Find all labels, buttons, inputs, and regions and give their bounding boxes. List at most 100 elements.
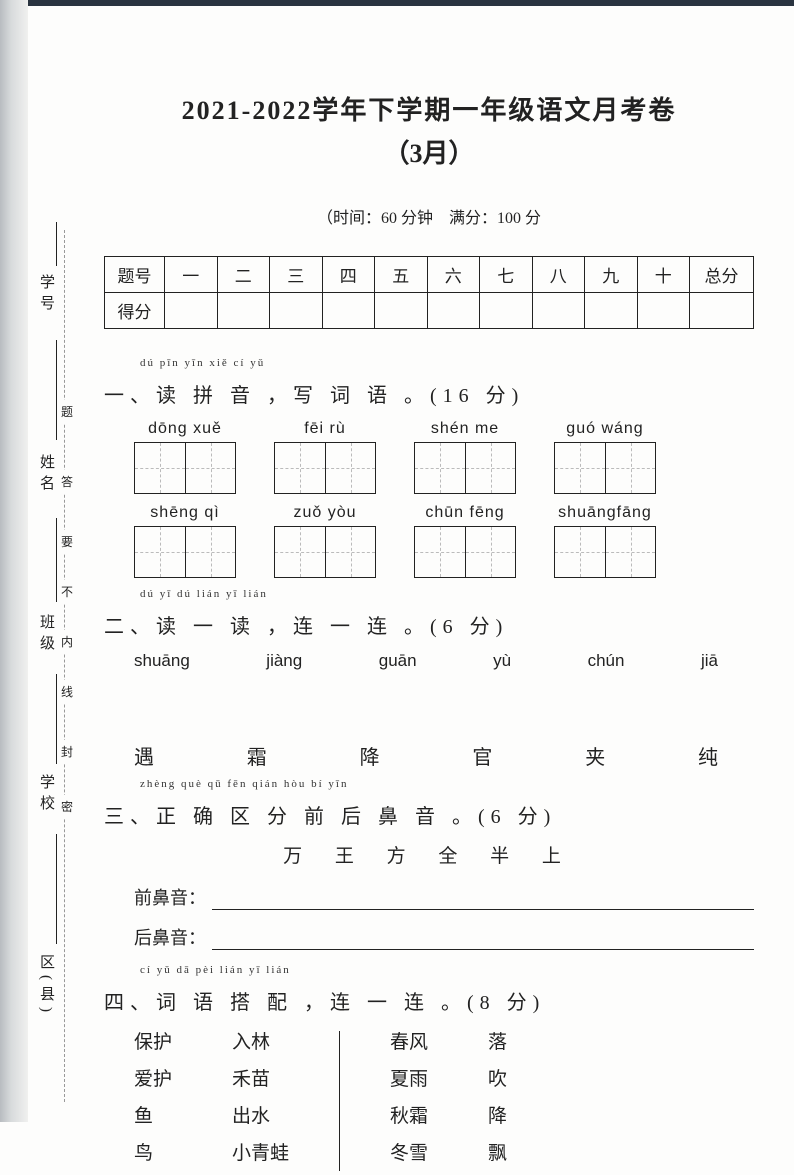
page-subtitle: （3月） bbox=[104, 133, 754, 170]
binding-shadow bbox=[0, 0, 28, 1122]
list-item: 小青蛙 bbox=[232, 1138, 289, 1165]
pinyin-block: dōng xuě bbox=[134, 420, 236, 494]
fill-blank[interactable] bbox=[212, 928, 754, 950]
sidebar-underline bbox=[56, 222, 57, 266]
pinyin-block: zuǒ yòu bbox=[274, 504, 376, 578]
pinyin-label: shuāngfāng bbox=[554, 504, 656, 522]
list-item: 保护 bbox=[134, 1027, 172, 1054]
exam-meta: （时间：60 分钟 满分：100 分 bbox=[104, 204, 754, 228]
seal-char: 不 bbox=[61, 580, 73, 603]
tianzige[interactable] bbox=[134, 526, 236, 578]
score-cell[interactable] bbox=[427, 293, 480, 329]
sidebar-label-xuexiao: 学校 bbox=[36, 770, 57, 820]
pinyin-label: shén me bbox=[414, 420, 516, 438]
table-row: 得分 bbox=[105, 293, 754, 329]
score-col: 九 bbox=[585, 257, 638, 293]
score-col: 十 bbox=[637, 257, 690, 293]
q2-head-text: 二、读 一 读 ，连 一 连 。(6 分) bbox=[104, 616, 508, 638]
q4-list: 保护 爱护 鱼 鸟 bbox=[134, 1027, 172, 1175]
score-cell[interactable] bbox=[322, 293, 375, 329]
q3-ruby: zhèng què qū fēn qián hòu bí yīn bbox=[104, 778, 754, 790]
list-item: 鱼 bbox=[134, 1101, 172, 1128]
q2-hanzi: 遇 bbox=[134, 741, 154, 770]
list-item: 飘 bbox=[488, 1138, 507, 1165]
top-edge bbox=[0, 0, 794, 6]
q3-front-label: 前鼻音： bbox=[134, 884, 206, 910]
q2-pinyin: jiàng bbox=[266, 651, 302, 671]
pinyin-label: guó wáng bbox=[554, 420, 656, 438]
q2-pinyin: guān bbox=[379, 651, 417, 671]
q2-head: 二、读 一 读 ，连 一 连 。(6 分) bbox=[104, 610, 754, 639]
score-header-total: 总分 bbox=[690, 257, 754, 293]
pinyin-label: zuǒ yòu bbox=[274, 504, 376, 522]
tianzige[interactable] bbox=[554, 442, 656, 494]
pinyin-label: shēng qì bbox=[134, 504, 236, 522]
seal-char: 密 bbox=[61, 795, 73, 818]
q4-columns: 保护 爱护 鱼 鸟 入林 禾苗 出水 小青蛙 春风 夏雨 秋霜 冬 bbox=[104, 1027, 754, 1175]
score-cell[interactable] bbox=[637, 293, 690, 329]
q3-head: 三、正 确 区 分 前 后 鼻 音 。(6 分) bbox=[104, 800, 754, 829]
fill-blank[interactable] bbox=[212, 888, 754, 910]
list-item: 入林 bbox=[232, 1027, 289, 1054]
score-cell[interactable] bbox=[375, 293, 428, 329]
sidebar-underline bbox=[56, 834, 57, 944]
score-cell[interactable] bbox=[585, 293, 638, 329]
list-item: 禾苗 bbox=[232, 1064, 289, 1091]
q2-hanzi: 夹 bbox=[585, 741, 605, 770]
score-col: 三 bbox=[270, 257, 323, 293]
tianzige[interactable] bbox=[274, 526, 376, 578]
sidebar-label-banji: 班级 bbox=[36, 610, 57, 660]
list-item: 降 bbox=[488, 1101, 507, 1128]
sidebar-underline bbox=[56, 340, 57, 440]
pinyin-block: fēi rù bbox=[274, 420, 376, 494]
tianzige[interactable] bbox=[414, 442, 516, 494]
fold-dashline bbox=[64, 230, 65, 1102]
q2-ruby: dú yī dú lián yī lián bbox=[104, 588, 754, 600]
q4-list: 入林 禾苗 出水 小青蛙 bbox=[232, 1027, 289, 1175]
q2-hanzi: 纯 bbox=[698, 741, 718, 770]
sidebar-underline bbox=[56, 518, 57, 602]
score-cell[interactable] bbox=[532, 293, 585, 329]
score-cell[interactable] bbox=[480, 293, 533, 329]
tianzige[interactable] bbox=[414, 526, 516, 578]
q3-back-label: 后鼻音： bbox=[134, 924, 206, 950]
score-row-first: 得分 bbox=[105, 293, 165, 329]
q4-list: 春风 夏雨 秋霜 冬雪 bbox=[390, 1027, 428, 1175]
score-header-first: 题号 bbox=[105, 257, 165, 293]
seal-char: 要 bbox=[61, 530, 73, 553]
score-cell[interactable] bbox=[165, 293, 218, 329]
tianzige[interactable] bbox=[274, 442, 376, 494]
pinyin-block: chūn fēng bbox=[414, 504, 516, 578]
pinyin-block: guó wáng bbox=[554, 420, 656, 494]
q2-hanzi: 霜 bbox=[247, 741, 267, 770]
q4-head-text: 四、词 语 搭 配 ，连 一 连 。(8 分) bbox=[104, 992, 545, 1014]
score-cell[interactable] bbox=[690, 293, 754, 329]
sidebar-label-xuehao: 学号 bbox=[36, 270, 57, 320]
list-item: 夏雨 bbox=[390, 1064, 428, 1091]
q3-front-line: 前鼻音： bbox=[104, 884, 754, 910]
vertical-divider bbox=[339, 1031, 340, 1171]
score-table: 题号 一 二 三 四 五 六 七 八 九 十 总分 得分 bbox=[104, 256, 754, 329]
q2-pinyin: shuāng bbox=[134, 651, 190, 671]
table-row: 题号 一 二 三 四 五 六 七 八 九 十 总分 bbox=[105, 257, 754, 293]
score-col: 五 bbox=[375, 257, 428, 293]
score-col: 二 bbox=[217, 257, 270, 293]
score-cell[interactable] bbox=[270, 293, 323, 329]
tianzige[interactable] bbox=[554, 526, 656, 578]
q4-head: 四、词 语 搭 配 ，连 一 连 。(8 分) bbox=[104, 986, 754, 1015]
score-cell[interactable] bbox=[217, 293, 270, 329]
q2-hanzi: 降 bbox=[360, 741, 380, 770]
score-col: 四 bbox=[322, 257, 375, 293]
score-col: 八 bbox=[532, 257, 585, 293]
q4-right-pair: 春风 夏雨 秋霜 冬雪 落 吹 降 飘 bbox=[390, 1027, 507, 1175]
score-col: 一 bbox=[165, 257, 218, 293]
content: 2021-2022学年下学期一年级语文月考卷 （3月） （时间：60 分钟 满分… bbox=[104, 90, 754, 1175]
q2-pinyin-row: shuāng jiàng guān yù chún jiā bbox=[104, 651, 754, 671]
seal-char: 内 bbox=[61, 630, 73, 653]
seal-char: 题 bbox=[61, 400, 73, 423]
list-item: 鸟 bbox=[134, 1138, 172, 1165]
pinyin-label: fēi rù bbox=[274, 420, 376, 438]
score-col: 六 bbox=[427, 257, 480, 293]
tianzige[interactable] bbox=[134, 442, 236, 494]
q3-chars: 万 王 方 全 半 上 bbox=[104, 841, 754, 868]
